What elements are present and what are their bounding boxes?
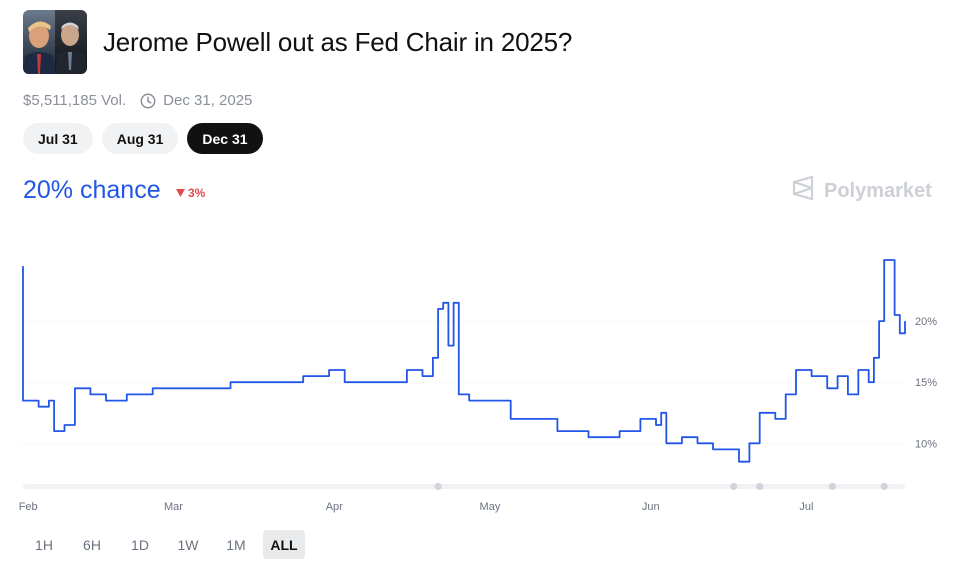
- date-tab-jul-31[interactable]: Jul 31: [23, 123, 93, 154]
- timeline-dot[interactable]: [434, 482, 442, 491]
- range-1d[interactable]: 1D: [131, 536, 149, 553]
- y-tick-label: 15%: [915, 377, 937, 389]
- x-tick-label: Jun: [642, 501, 660, 513]
- range-1w[interactable]: 1W: [177, 536, 199, 553]
- triangle-down-icon: [176, 186, 185, 200]
- volume-label: $5,511,185 Vol.: [23, 92, 127, 109]
- timeline-dot[interactable]: [828, 482, 836, 491]
- market-image: [23, 10, 87, 74]
- timeline-dot[interactable]: [756, 482, 764, 491]
- timeline-dots: [434, 482, 888, 491]
- timeline-dot[interactable]: [880, 482, 888, 491]
- range-selector: 1H 6H 1D 1W 1M ALL: [23, 530, 305, 559]
- x-tick-label: Apr: [326, 501, 343, 513]
- range-6h[interactable]: 6H: [83, 536, 101, 553]
- date-tab-aug-31[interactable]: Aug 31: [101, 123, 179, 154]
- clock-icon: [140, 93, 156, 109]
- polymarket-logo-icon: [792, 175, 816, 206]
- date-tabs: Jul 31 Aug 31 Dec 31: [23, 123, 263, 154]
- chart-y-ticks: 10% 15% 20%: [915, 316, 937, 450]
- market-thumbnail: [23, 10, 87, 74]
- timeline-track[interactable]: [23, 484, 905, 489]
- y-tick-label: 20%: [915, 316, 937, 328]
- date-tab-dec-31[interactable]: Dec 31: [187, 123, 263, 154]
- polymarket-brand: Polymarket: [792, 175, 932, 206]
- timeline-dot[interactable]: [730, 482, 738, 491]
- range-all[interactable]: ALL: [263, 530, 305, 559]
- x-tick-label: May: [480, 501, 501, 513]
- x-tick-label: Jul: [799, 501, 813, 513]
- range-1m[interactable]: 1M: [226, 536, 246, 553]
- polymarket-name: Polymarket: [824, 179, 932, 202]
- chance-change-value: 3%: [188, 186, 206, 200]
- market-title: Jerome Powell out as Fed Chair in 2025?: [103, 27, 573, 57]
- chart-gridlines: [23, 320, 905, 444]
- series-line: [22, 259, 906, 463]
- y-tick-label: 10%: [915, 438, 937, 450]
- chance-headline: 20% chance: [23, 176, 161, 204]
- market-meta: $5,511,185 Vol. Dec 31, 2025: [23, 92, 252, 109]
- x-tick-label: Feb: [19, 501, 38, 513]
- chance-change: 3%: [176, 186, 205, 200]
- x-tick-label: Mar: [164, 501, 183, 513]
- chart-x-ticks: Feb Mar Apr May Jun Jul: [19, 501, 814, 513]
- price-chart[interactable]: 10% 15% 20% Feb Mar Apr May Jun Jul: [0, 240, 968, 525]
- range-1h[interactable]: 1H: [35, 536, 53, 553]
- end-date-label: Dec 31, 2025: [163, 92, 253, 109]
